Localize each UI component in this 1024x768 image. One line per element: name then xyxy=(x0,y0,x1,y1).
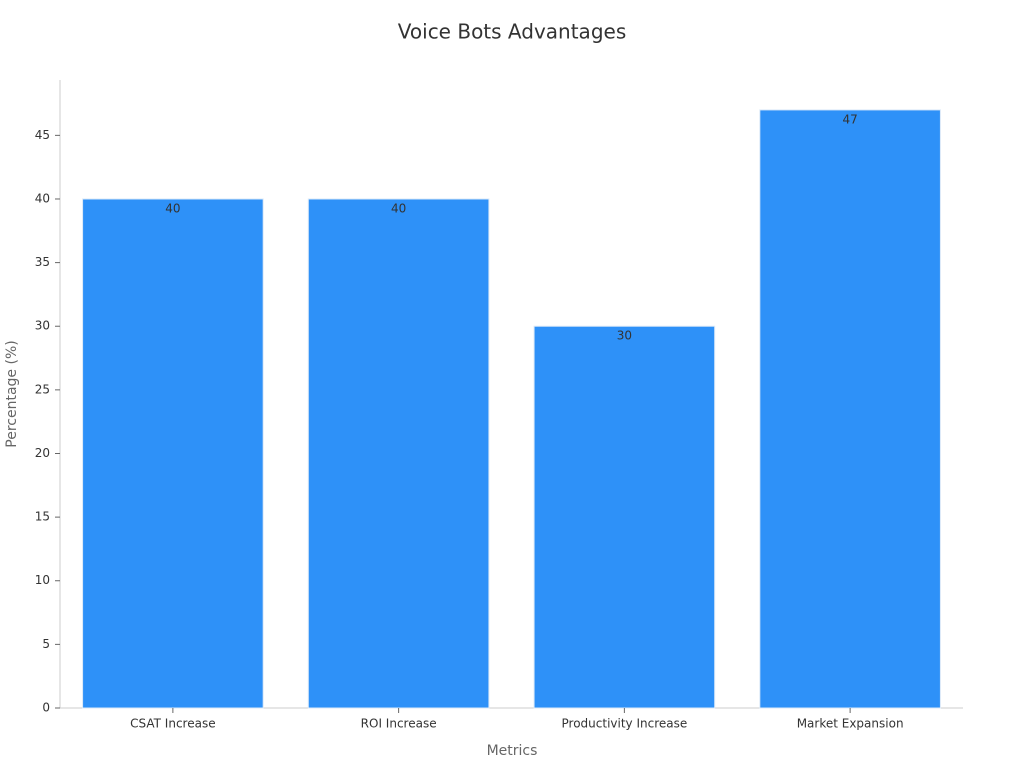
y-tick-label: 15 xyxy=(35,510,50,524)
y-tick-label: 0 xyxy=(42,701,50,715)
data-label: 30 xyxy=(617,329,632,343)
x-axis-label: Metrics xyxy=(487,743,538,759)
y-tick-label: 40 xyxy=(35,191,50,205)
x-tick-label: ROI Increase xyxy=(361,717,437,731)
y-tick-label: 30 xyxy=(35,319,50,333)
data-label: 40 xyxy=(165,201,180,215)
y-tick-label: 5 xyxy=(42,637,50,651)
y-tick-label: 35 xyxy=(35,255,50,269)
bar xyxy=(307,198,490,709)
x-tick-label: CSAT Increase xyxy=(130,717,215,731)
x-tick-label: Market Expansion xyxy=(797,717,904,731)
x-tick-label: Productivity Increase xyxy=(562,717,688,731)
chart-title: Voice Bots Advantages xyxy=(398,20,626,44)
bar xyxy=(759,109,941,709)
y-tick-label: 10 xyxy=(35,573,50,587)
y-tick-label: 20 xyxy=(35,446,50,460)
data-label: 40 xyxy=(391,201,406,215)
bar xyxy=(533,325,716,709)
bar xyxy=(82,198,264,709)
y-tick-label: 25 xyxy=(35,382,50,396)
data-label: 47 xyxy=(842,112,857,126)
y-tick-label: 45 xyxy=(35,128,50,142)
y-axis-label: Percentage (%) xyxy=(4,340,20,447)
